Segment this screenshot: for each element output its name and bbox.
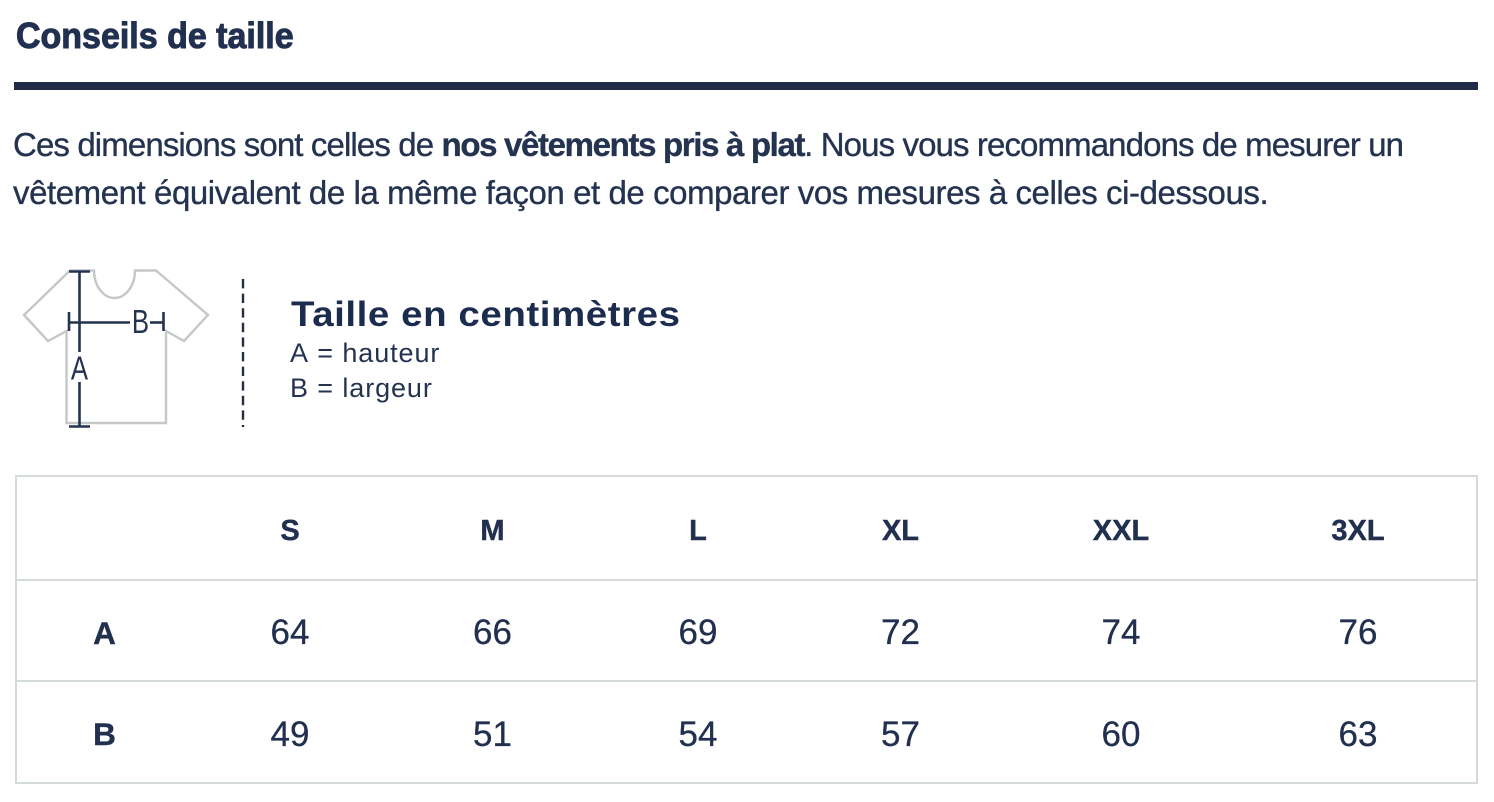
svg-text:A: A xyxy=(71,351,88,388)
svg-text:B: B xyxy=(132,304,149,341)
